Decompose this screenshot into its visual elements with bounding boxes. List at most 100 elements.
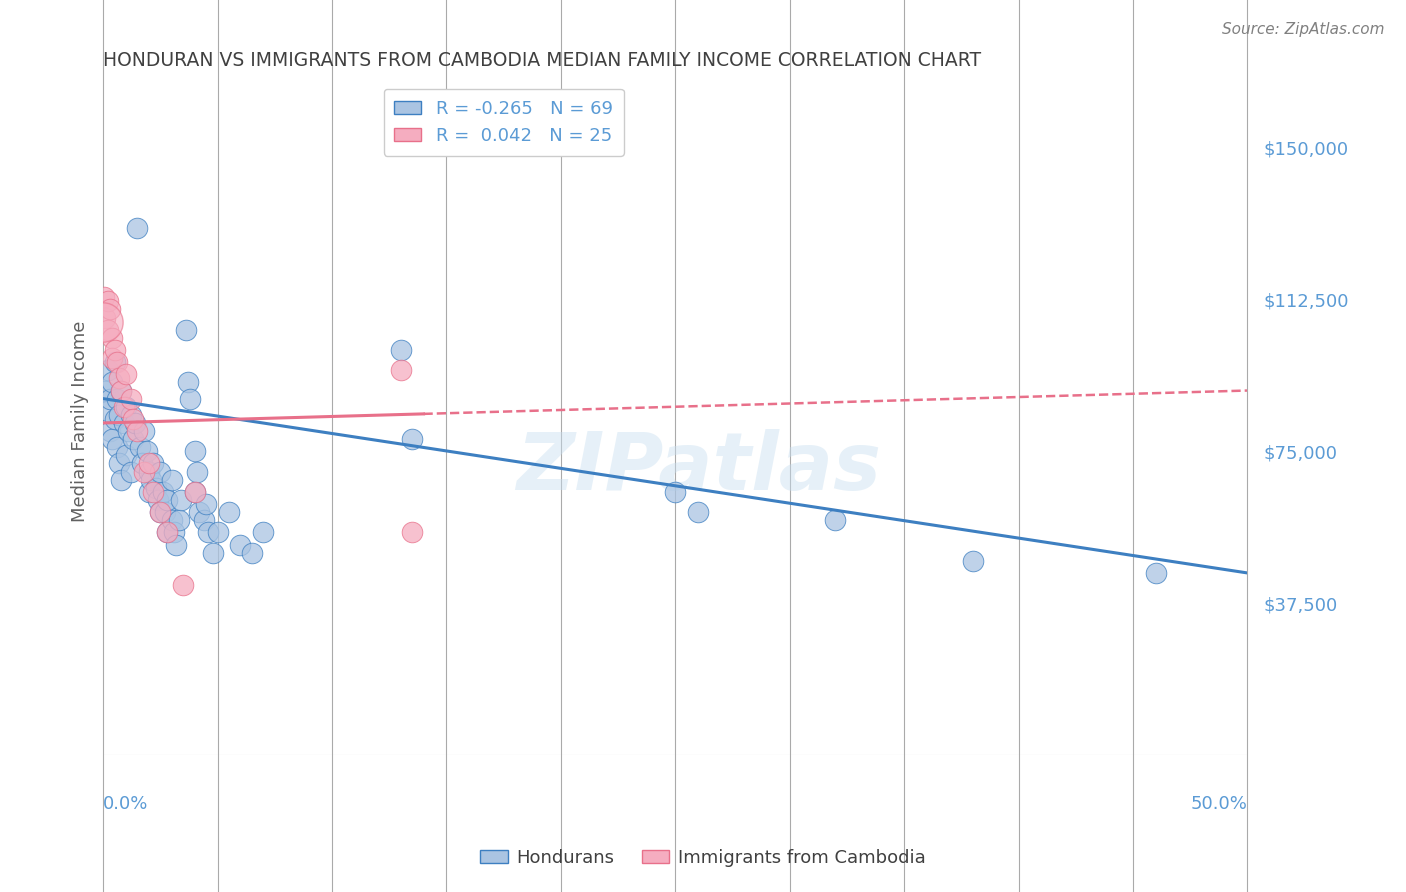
Point [110,473,132,487]
Point [138,457,160,471]
Point [156,525,179,540]
Point [179,392,201,406]
Point [962,554,984,568]
Text: 50.0%: 50.0% [1191,796,1247,814]
Point [91,315,114,329]
Point [97,294,120,309]
Point [145,481,167,495]
Point [167,513,190,527]
Point [149,465,172,479]
Point [664,484,686,499]
Text: 0.0%: 0.0% [103,796,149,814]
Point [134,465,156,479]
Point [105,355,128,369]
Point [172,578,194,592]
Point [97,363,120,377]
Point [156,493,179,508]
Point [103,412,125,426]
Point [138,465,160,479]
Point [101,351,124,365]
Point [101,432,124,446]
Point [240,546,263,560]
Point [160,473,183,487]
Point [149,505,172,519]
Point [110,384,132,398]
Point [1144,566,1167,580]
Point [389,363,412,377]
Legend: R = -0.265   N = 69, R =  0.042   N = 25: R = -0.265 N = 69, R = 0.042 N = 25 [384,89,624,155]
Point [824,513,846,527]
Point [127,221,149,235]
Point [183,484,205,499]
Point [195,497,218,511]
Point [93,290,115,304]
Point [163,525,186,540]
Point [108,371,131,385]
Point [229,537,252,551]
Point [128,440,150,454]
Point [94,384,117,398]
Point [218,505,240,519]
Point [112,416,135,430]
Point [174,323,197,337]
Point [115,368,138,382]
Point [115,400,138,414]
Point [165,537,187,551]
Text: Source: ZipAtlas.com: Source: ZipAtlas.com [1222,22,1385,37]
Point [156,525,179,540]
Point [122,432,145,446]
Point [389,343,412,357]
Point [105,440,128,454]
Point [146,493,169,508]
Point [97,323,120,337]
Point [152,484,174,499]
Point [138,484,160,499]
Point [197,525,219,540]
Point [183,444,205,458]
Point [183,484,205,499]
Point [115,449,138,463]
Text: ZIPatlas: ZIPatlas [516,429,880,507]
Point [124,416,146,430]
Point [112,400,135,414]
Point [108,408,131,422]
Point [98,424,121,438]
Point [108,457,131,471]
Point [188,505,211,519]
Point [97,404,120,418]
Point [131,457,153,471]
Point [103,355,125,369]
Point [94,310,117,325]
Point [149,505,172,519]
Point [117,424,139,438]
Point [160,513,183,527]
Point [141,473,163,487]
Point [122,412,145,426]
Point [120,392,142,406]
Point [688,505,710,519]
Point [101,376,124,390]
Point [401,525,423,540]
Point [120,465,142,479]
Point [105,392,128,406]
Point [127,424,149,438]
Point [193,513,215,527]
Point [120,408,142,422]
Point [101,331,124,345]
Point [170,493,193,508]
Point [98,302,121,317]
Point [207,525,229,540]
Point [201,546,224,560]
Point [98,392,121,406]
Point [186,465,208,479]
Point [103,343,125,357]
Point [135,444,157,458]
Y-axis label: Median Family Income: Median Family Income [72,320,89,522]
Text: HONDURAN VS IMMIGRANTS FROM CAMBODIA MEDIAN FAMILY INCOME CORRELATION CHART: HONDURAN VS IMMIGRANTS FROM CAMBODIA MED… [103,51,981,70]
Point [142,457,165,471]
Point [177,376,200,390]
Point [153,505,176,519]
Legend: Hondurans, Immigrants from Cambodia: Hondurans, Immigrants from Cambodia [474,842,932,874]
Point [134,424,156,438]
Point [252,525,274,540]
